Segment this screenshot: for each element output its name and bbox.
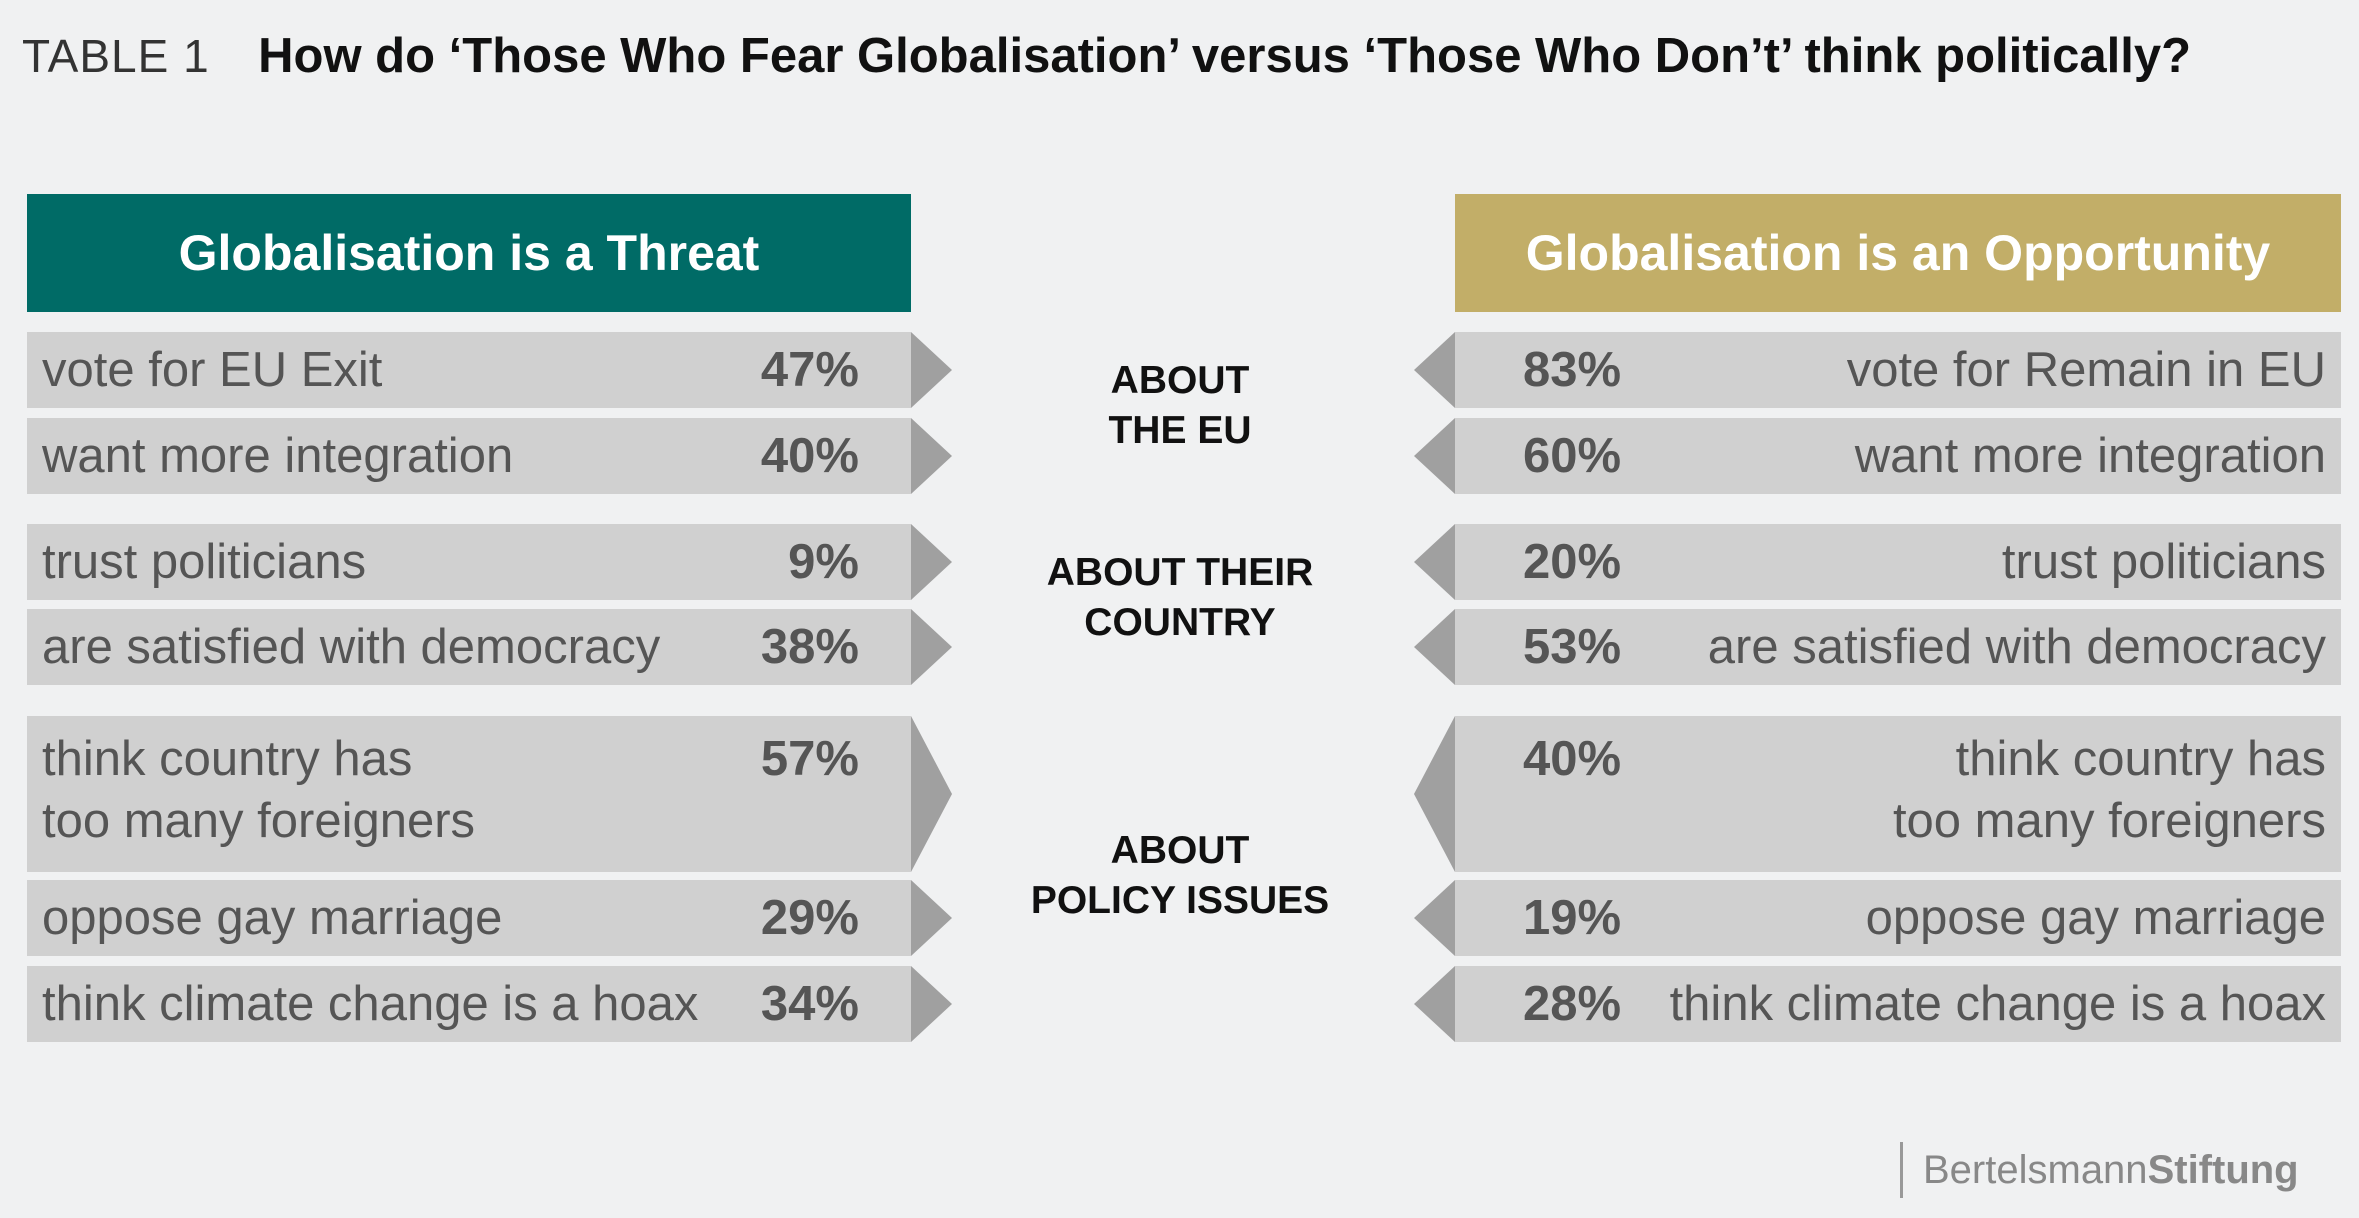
- opportunity-row-label: vote for Remain in EU: [1846, 343, 2326, 397]
- opportunity-row-value: 20%: [1523, 535, 1622, 589]
- opportunity-row-label: are satisfied with democracy: [1707, 620, 2326, 674]
- opportunity-row: 20% trust politicians: [1414, 524, 2341, 600]
- threat-row-bar: trust politicians 9%: [27, 524, 911, 600]
- opportunity-row: 40% think country has too many foreigners: [1414, 716, 2341, 872]
- opportunity-row: 53% are satisfied with democracy: [1414, 609, 2341, 685]
- opportunity-arrow-icon: [1414, 418, 1455, 494]
- threat-row-label: want more integration: [42, 429, 514, 483]
- opportunity-row-label: think country has too many foreigners: [1892, 732, 2326, 848]
- opportunity-arrow-icon: [1414, 609, 1455, 685]
- threat-row-label: are satisfied with democracy: [42, 620, 661, 674]
- table-label: TABLE 1: [22, 30, 210, 82]
- threat-row-value: 9%: [788, 535, 859, 589]
- section-label: ABOUT THE EU: [1108, 359, 1252, 452]
- opportunity-row: 60% want more integration: [1414, 418, 2341, 494]
- threat-row: think country has too many foreigners 57%: [27, 716, 952, 872]
- opportunity-row-bar: 20% trust politicians: [1455, 524, 2341, 600]
- opportunity-row-value: 28%: [1523, 977, 1622, 1031]
- opportunity-row-label: trust politicians: [2001, 535, 2326, 589]
- opportunity-arrow-icon: [1414, 332, 1455, 408]
- threat-arrow-icon: [911, 418, 952, 494]
- threat-row: vote for EU Exit 47%: [27, 332, 952, 408]
- opportunity-row-value: 83%: [1523, 343, 1622, 397]
- opportunity-row-label: want more integration: [1854, 429, 2326, 483]
- page-title: How do ‘Those Who Fear Globalisation’ ve…: [258, 29, 2192, 83]
- threat-arrow-icon: [911, 880, 952, 956]
- threat-row-value: 29%: [760, 891, 859, 945]
- threat-row-label: vote for EU Exit: [42, 343, 383, 397]
- opportunity-row: 83% vote for Remain in EU: [1414, 332, 2341, 408]
- threat-row-value: 47%: [760, 343, 859, 397]
- opportunity-arrow-icon: [1414, 524, 1455, 600]
- threat-row-bar: oppose gay marriage 29%: [27, 880, 911, 956]
- section-label: ABOUT THEIR COUNTRY: [1046, 551, 1314, 644]
- threat-row-bar: think climate change is a hoax 34%: [27, 966, 911, 1042]
- opportunity-row-bar: 40% think country has too many foreigners: [1455, 716, 2341, 872]
- opportunity-row-label: think climate change is a hoax: [1669, 977, 2326, 1031]
- opportunity-row-bar: 83% vote for Remain in EU: [1455, 332, 2341, 408]
- threat-arrow-icon: [911, 332, 952, 408]
- section-label: ABOUT POLICY ISSUES: [1030, 829, 1330, 922]
- opportunity-row-bar: 60% want more integration: [1455, 418, 2341, 494]
- logo-part1: Bertelsmann: [1923, 1148, 2148, 1192]
- threat-row-bar: are satisfied with democracy 38%: [27, 609, 911, 685]
- threat-row-value: 34%: [760, 977, 859, 1031]
- opportunity-row: 19% oppose gay marriage: [1414, 880, 2341, 956]
- opportunity-row-bar: 28% think climate change is a hoax: [1455, 966, 2341, 1042]
- threat-row-bar: want more integration 40%: [27, 418, 911, 494]
- opportunity-arrow-icon: [1414, 716, 1455, 872]
- opportunity-row-label: oppose gay marriage: [1865, 891, 2326, 945]
- threat-row: think climate change is a hoax 34%: [27, 966, 952, 1042]
- column-header-threat: Globalisation is a Threat: [27, 194, 911, 312]
- threat-row-label: think climate change is a hoax: [42, 977, 699, 1031]
- bertelsmann-logo: BertelsmannStiftung: [1900, 1142, 2299, 1198]
- threat-arrow-icon: [911, 716, 952, 872]
- threat-arrow-icon: [911, 966, 952, 1042]
- column-header-opportunity: Globalisation is an Opportunity: [1455, 194, 2341, 312]
- opportunity-row-bar: 19% oppose gay marriage: [1455, 880, 2341, 956]
- threat-row: are satisfied with democracy 38%: [27, 609, 952, 685]
- threat-row: want more integration 40%: [27, 418, 952, 494]
- opportunity-row-bar: 53% are satisfied with democracy: [1455, 609, 2341, 685]
- threat-arrow-icon: [911, 524, 952, 600]
- threat-row-label: think country has too many foreigners: [42, 732, 476, 848]
- threat-row-label: trust politicians: [42, 535, 367, 589]
- threat-row-label: oppose gay marriage: [42, 891, 503, 945]
- opportunity-row-value: 40%: [1523, 732, 1622, 786]
- threat-row-value: 40%: [760, 429, 859, 483]
- header: TABLE 1 How do ‘Those Who Fear Globalisa…: [22, 28, 2191, 84]
- opportunity-row: 28% think climate change is a hoax: [1414, 966, 2341, 1042]
- threat-row-bar: think country has too many foreigners 57%: [27, 716, 911, 872]
- threat-row-value: 38%: [760, 620, 859, 674]
- threat-row-bar: vote for EU Exit 47%: [27, 332, 911, 408]
- opportunity-row-value: 19%: [1523, 891, 1622, 945]
- threat-row: trust politicians 9%: [27, 524, 952, 600]
- opportunity-arrow-icon: [1414, 966, 1455, 1042]
- logo-part2: Stiftung: [2147, 1148, 2299, 1192]
- threat-row-value: 57%: [760, 732, 859, 786]
- opportunity-row-value: 60%: [1523, 429, 1622, 483]
- threat-row: oppose gay marriage 29%: [27, 880, 952, 956]
- threat-arrow-icon: [911, 609, 952, 685]
- opportunity-arrow-icon: [1414, 880, 1455, 956]
- opportunity-row-value: 53%: [1523, 620, 1622, 674]
